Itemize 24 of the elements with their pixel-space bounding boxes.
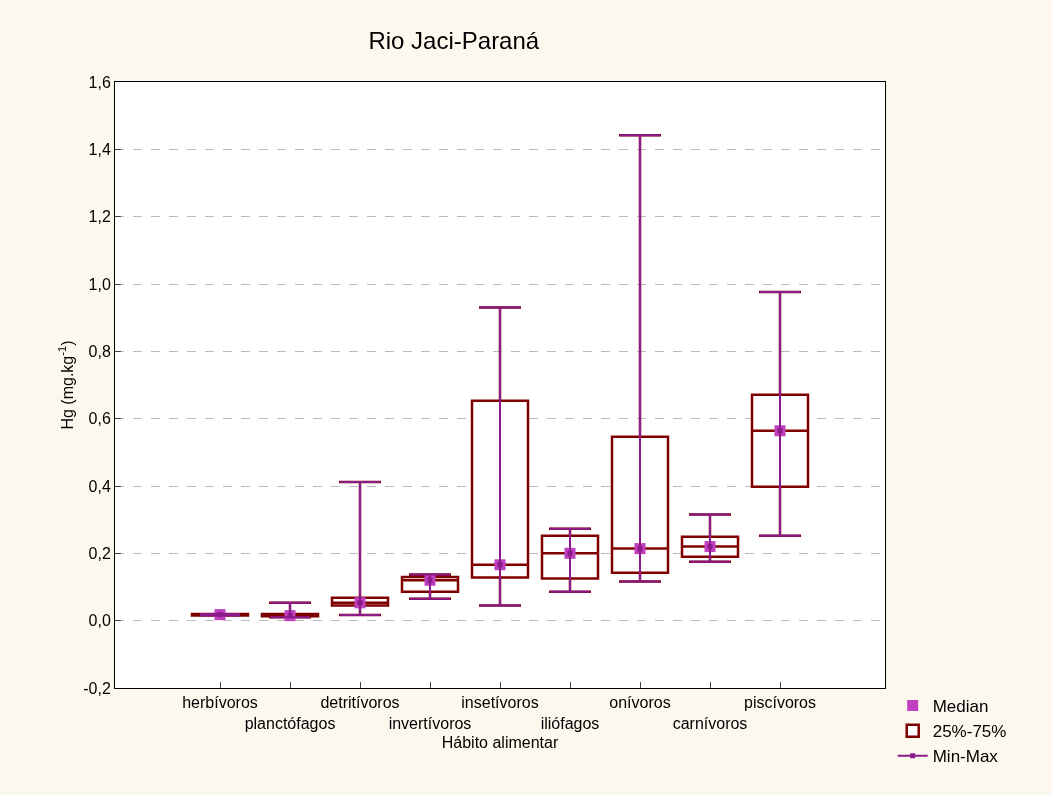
x-tick-label: invertívoros [388,715,472,732]
y-tick-label: 0,4 [88,477,111,495]
x-tick-label: herbívoros [182,694,258,712]
y-tick-label: 1,4 [88,140,111,158]
y-tick-label: -0,2 [83,679,111,697]
x-tick-label: detritívoros [320,694,400,712]
x-tick-label: onívoros [609,694,671,712]
y-tick-label: 0,0 [88,612,111,630]
x-axis-title: Hábito alimentar [441,734,559,751]
y-tick-label: 1,6 [88,73,111,91]
x-tick-label: piscívoros [743,694,817,712]
y-tick-label: 1,2 [88,208,111,226]
legend-label: Median [932,697,989,717]
x-tick-label: iliófagos [540,715,600,732]
y-tick-label: 0,6 [88,410,111,428]
x-tick-label: insetívoros [461,694,539,712]
y-tick-label: 0,2 [88,544,111,562]
chart-title: Rio Jaci-Paraná [368,26,540,54]
legend-label: Min-Max [932,747,999,767]
y-tick-label: 1,0 [88,275,111,293]
legend-label: 25%-75% [932,722,1007,742]
x-tick-label: carnívoros [672,715,748,732]
y-tick-label: 0,8 [88,342,111,360]
x-tick-label: planctófagos [244,715,336,732]
